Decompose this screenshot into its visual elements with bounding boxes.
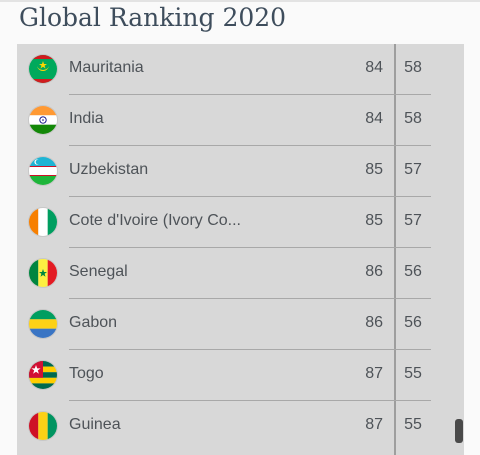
rank-value: 87	[365, 416, 383, 433]
score-value: 58	[404, 59, 422, 76]
list-item[interactable]: Togo 87 55	[17, 350, 431, 401]
score-value: 56	[404, 314, 422, 331]
row-divider	[69, 144, 431, 146]
country-name: Guinea	[69, 416, 121, 433]
cote-divoire-flag-icon	[29, 208, 57, 236]
country-name: Senegal	[69, 263, 128, 280]
country-name: Gabon	[69, 314, 118, 331]
senegal-flag-icon	[29, 259, 57, 287]
scrollbar-thumb[interactable]	[455, 419, 463, 443]
rank-value: 86	[365, 314, 383, 331]
rank-value: 87	[365, 365, 383, 382]
uzbekistan-flag-icon	[29, 157, 57, 185]
row-divider	[69, 348, 431, 350]
list-item[interactable]: Mauritania 84 58	[17, 44, 431, 95]
rank-value: 86	[365, 263, 383, 280]
column-divider	[394, 44, 396, 455]
guinea-flag-icon	[29, 412, 57, 440]
country-name: India	[69, 110, 104, 127]
country-name: Mauritania	[69, 59, 144, 76]
india-flag-icon	[29, 106, 57, 134]
score-value: 55	[404, 416, 422, 433]
score-value: 55	[404, 365, 422, 382]
rank-value: 85	[365, 212, 383, 229]
gabon-flag-icon	[29, 310, 57, 338]
ranking-list[interactable]: Mauritania 84 58 India 84 58	[17, 44, 464, 455]
score-value: 57	[404, 212, 422, 229]
mauritania-flag-icon	[29, 55, 57, 83]
row-divider	[69, 93, 431, 95]
rank-value: 84	[365, 59, 383, 76]
page-title: Global Ranking 2020	[19, 3, 287, 32]
togo-flag-icon	[29, 361, 57, 389]
list-item[interactable]: Senegal 86 56	[17, 248, 431, 299]
country-name: Uzbekistan	[69, 161, 149, 178]
list-item[interactable]: India 84 58	[17, 95, 431, 146]
score-value: 57	[404, 161, 422, 178]
score-value: 58	[404, 110, 422, 127]
list-item[interactable]: Gabon 86 56	[17, 299, 431, 350]
top-rule	[0, 0, 480, 2]
row-divider	[69, 297, 431, 299]
row-divider	[69, 246, 431, 248]
row-divider	[69, 399, 431, 401]
country-name: Cote d'Ivoire (Ivory Co...	[69, 212, 241, 229]
list-item[interactable]: Guinea 87 55	[17, 401, 431, 452]
row-divider	[69, 195, 431, 197]
rank-value: 85	[365, 161, 383, 178]
country-name: Togo	[69, 365, 104, 382]
rank-value: 84	[365, 110, 383, 127]
score-value: 56	[404, 263, 422, 280]
list-item[interactable]: Cote d'Ivoire (Ivory Co... 85 57	[17, 197, 431, 248]
list-item[interactable]: Uzbekistan 85 57	[17, 146, 431, 197]
